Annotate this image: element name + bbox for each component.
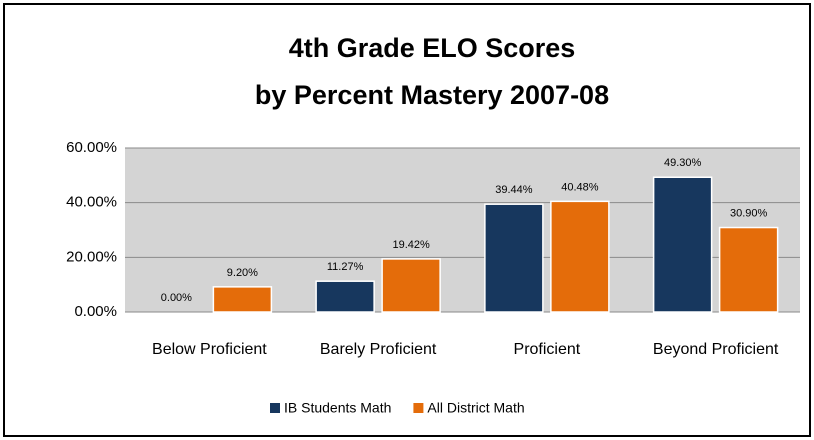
chart-title: by Percent Mastery 2007-08 — [255, 80, 609, 110]
value-label: 30.90% — [730, 207, 768, 219]
y-tick-label: 60.00% — [66, 139, 117, 156]
y-tick-label: 0.00% — [74, 303, 117, 320]
bar — [315, 280, 375, 313]
bar — [718, 226, 779, 313]
bar — [212, 286, 273, 313]
legend-swatch — [413, 403, 424, 413]
y-tick-label: 20.00% — [66, 248, 117, 265]
value-label: 19.42% — [392, 239, 430, 251]
x-tick-label: Beyond Proficient — [653, 341, 779, 358]
x-tick-label: Below Proficient — [152, 341, 267, 358]
value-label: 39.44% — [495, 184, 533, 196]
value-label: 0.00% — [161, 292, 192, 304]
y-tick-label: 40.00% — [66, 194, 117, 211]
bar — [381, 258, 441, 313]
chart-title: 4th Grade ELO Scores — [289, 33, 576, 63]
bar — [484, 203, 544, 313]
legend-swatch — [270, 403, 280, 413]
value-label: 40.48% — [561, 181, 599, 193]
x-tick-label: Barely Proficient — [320, 341, 437, 358]
legend-label: All District Math — [427, 400, 524, 416]
value-label: 49.30% — [664, 157, 702, 169]
legend-label: IB Students Math — [284, 400, 391, 416]
bar — [652, 176, 713, 313]
bar — [550, 200, 610, 313]
x-tick-label: Proficient — [514, 341, 581, 358]
value-label: 11.27% — [327, 261, 364, 273]
value-label: 9.20% — [227, 267, 258, 279]
